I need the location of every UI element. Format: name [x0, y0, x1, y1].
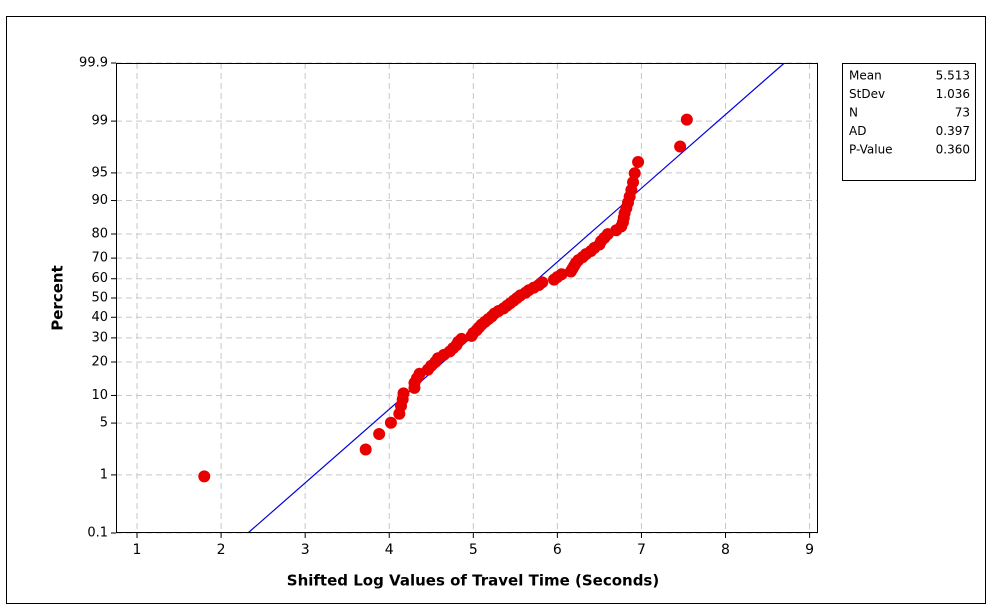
y-tick-label: 30 [91, 330, 108, 345]
y-tick-label: 50 [91, 291, 108, 306]
data-point [455, 332, 468, 345]
data-point [198, 470, 211, 483]
y-tick-label: 99 [91, 114, 108, 129]
y-tick-label: 0.1 [87, 526, 108, 541]
data-point [384, 416, 397, 429]
x-tick-label: 1 [133, 542, 142, 558]
y-tick-label: 1 [100, 467, 108, 482]
data-point [359, 443, 372, 456]
x-tick-label: 5 [469, 542, 478, 558]
y-tick-label: 90 [91, 193, 108, 208]
x-tick-label: 7 [637, 542, 646, 558]
y-tick-label: 99.9 [79, 56, 108, 71]
data-point [680, 113, 693, 126]
x-tick-label: 2 [217, 542, 226, 558]
stat-value: 73 [955, 106, 970, 120]
stat-name: AD [849, 124, 866, 138]
data-point [627, 176, 640, 189]
data-point [397, 387, 410, 400]
x-tick-label: 6 [553, 542, 562, 558]
plot-border [116, 63, 818, 533]
y-tick-label: 80 [91, 226, 108, 241]
x-tick-label: 8 [721, 542, 730, 558]
y-axis-label: Percent [49, 265, 67, 330]
x-tick-label: 9 [805, 542, 814, 558]
stats-box [842, 63, 976, 181]
y-tick-label: 60 [91, 271, 108, 286]
data-point [628, 167, 641, 180]
y-tick-label: 95 [91, 165, 108, 180]
stat-name: Mean [849, 69, 882, 83]
stat-name: N [849, 106, 858, 120]
stat-value: 1.036 [936, 87, 970, 101]
x-tick-label: 3 [301, 542, 310, 558]
x-tick-label: 4 [385, 542, 394, 558]
y-tick-label: 5 [100, 416, 108, 431]
stat-value: 0.360 [936, 143, 970, 157]
y-tick-label: 70 [91, 251, 108, 266]
stat-name: StDev [849, 87, 885, 101]
x-axis-label: Shifted Log Values of Travel Time (Secon… [287, 572, 659, 590]
stat-value: 5.513 [936, 69, 970, 83]
data-point [674, 140, 687, 153]
stat-value: 0.397 [936, 124, 970, 138]
y-tick-label: 20 [91, 355, 108, 370]
y-tick-label: 10 [91, 388, 108, 403]
data-point [536, 276, 549, 289]
data-point [373, 428, 386, 441]
y-tick-label: 40 [91, 310, 108, 325]
data-point [632, 155, 645, 168]
data-point [555, 268, 568, 281]
stat-name: P-Value [849, 143, 893, 157]
